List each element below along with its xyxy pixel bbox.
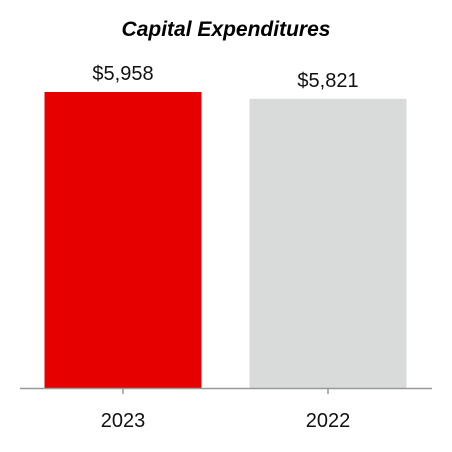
bar-2022	[249, 98, 407, 389]
data-labels-group: $5,958 $5,821	[92, 63, 358, 92]
bars-group	[44, 92, 407, 389]
x-axis-ticks-group: 2023 2022	[101, 388, 351, 432]
x-tick-label-2022: 2022	[306, 410, 351, 432]
bar-2023	[44, 92, 202, 388]
chart-title: Capital Expenditures	[122, 18, 331, 41]
x-tick-label-2023: 2023	[101, 410, 146, 432]
data-label-2023: $5,958	[92, 63, 153, 85]
data-label-2022: $5,821	[297, 70, 358, 92]
